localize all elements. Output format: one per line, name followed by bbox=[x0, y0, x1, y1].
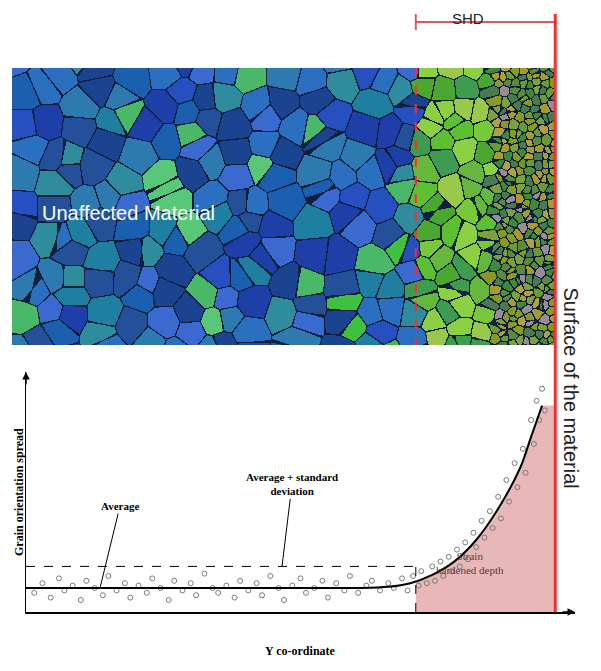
svg-text:Unaffected Material: Unaffected Material bbox=[42, 202, 215, 224]
svg-text:Surface of the material: Surface of the material bbox=[560, 288, 582, 489]
svg-text:Average + standarddeviation: Average + standarddeviation bbox=[246, 471, 338, 497]
svg-text:Y co-ordinate: Y co-ordinate bbox=[265, 644, 336, 658]
svg-text:Grain orientation spread: Grain orientation spread bbox=[12, 428, 26, 556]
svg-text:SHD: SHD bbox=[452, 10, 484, 27]
svg-text:Average: Average bbox=[101, 500, 139, 512]
svg-text:Strainhardened depth: Strainhardened depth bbox=[436, 550, 504, 576]
